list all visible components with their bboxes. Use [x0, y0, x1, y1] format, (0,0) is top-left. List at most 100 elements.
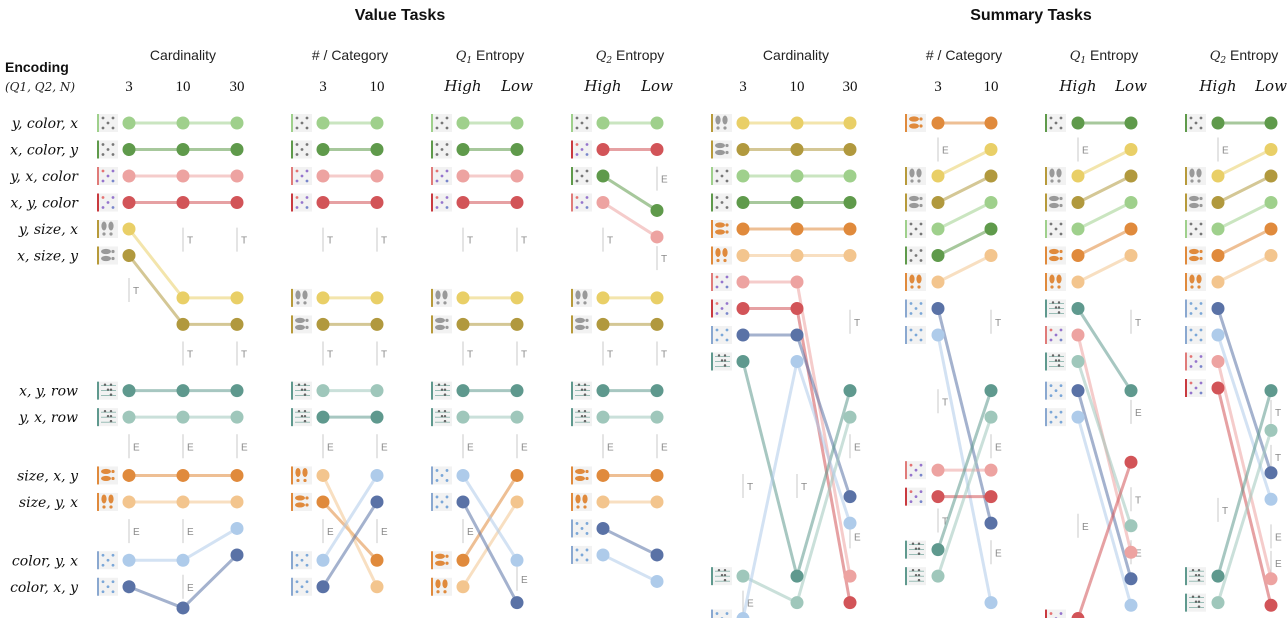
encoding-thumbnail [1185, 593, 1206, 612]
data-point [1264, 466, 1278, 480]
data-point [984, 384, 998, 398]
encoding-thumbnail [711, 220, 732, 238]
significance-label: T [661, 350, 667, 361]
data-point [843, 410, 857, 424]
data-point [931, 569, 945, 583]
series-line [936, 390, 993, 551]
encoding-thumbnail [905, 114, 926, 132]
significance-label: E [521, 442, 528, 453]
data-point [316, 580, 330, 594]
significance-label: T [607, 350, 613, 361]
data-point [843, 222, 857, 236]
encoding-row-label: color, x, y [10, 580, 79, 596]
encoding-thumbnail [431, 492, 452, 511]
data-point [931, 249, 945, 262]
panel-5: Cardinality 3 10 30 T T T E E E [711, 47, 861, 618]
series-line [1077, 201, 1132, 231]
data-point [1211, 355, 1225, 368]
data-point [370, 410, 384, 424]
data-point [736, 328, 750, 342]
column-label: High [1198, 77, 1236, 95]
encoding-thumbnail [905, 540, 926, 559]
data-point [1124, 384, 1138, 398]
data-point [230, 410, 244, 424]
significance-label: E [854, 532, 861, 543]
encoding-row-label: y, x, row [18, 410, 78, 426]
data-point [456, 143, 470, 156]
data-point [650, 468, 664, 482]
significance-label: T [607, 236, 613, 247]
encoding-thumbnail [905, 220, 926, 238]
significance-label: E [607, 442, 614, 453]
encoding-thumbnail [97, 140, 118, 159]
significance-label: T [133, 286, 139, 297]
encoding-thumbnail [1185, 273, 1206, 291]
data-point [176, 601, 190, 615]
data-point [984, 463, 998, 477]
data-point [596, 410, 610, 424]
encoding-thumbnail [431, 577, 452, 596]
series-line [1076, 390, 1133, 580]
significance-label: E [747, 599, 754, 610]
column-label: 30 [843, 79, 858, 95]
data-point [790, 355, 804, 368]
encoding-thumbnail [431, 288, 452, 307]
encoding-thumbnail [1045, 352, 1066, 371]
data-point [736, 169, 750, 183]
data-point [122, 384, 136, 398]
encoding-thumbnail [711, 140, 732, 159]
data-point [230, 143, 244, 156]
encoding-thumbnail [431, 114, 452, 132]
data-point [122, 143, 136, 156]
column-label: Low [1114, 77, 1147, 95]
series-line [1077, 227, 1132, 257]
data-point [1264, 423, 1278, 437]
data-point [984, 116, 998, 130]
data-point [370, 468, 384, 482]
encoding-thumbnail [1185, 299, 1206, 318]
significance-label: T [1275, 408, 1281, 419]
significance-label: T [995, 318, 1001, 329]
encoding-thumbnail [291, 577, 312, 596]
data-point [176, 143, 190, 156]
data-point [1124, 196, 1138, 209]
encoding-thumbnail [711, 326, 732, 344]
data-point [370, 317, 384, 331]
panel-4: Q2 Entropy High Low E T T T T E E [571, 47, 673, 588]
data-point [510, 384, 524, 398]
data-point [843, 384, 857, 398]
significance-label: E [133, 527, 140, 538]
data-point [984, 249, 998, 262]
encoding-thumbnail [291, 140, 312, 159]
data-point [122, 468, 136, 482]
column-label: 10 [370, 79, 385, 95]
panel-title: # / Category [312, 47, 388, 63]
data-point [650, 410, 664, 424]
data-point [1071, 612, 1085, 618]
panel-title: Q1 Entropy [456, 47, 525, 66]
significance-label: T [241, 350, 247, 361]
column-label: Low [640, 77, 673, 95]
encoding-thumbnail [431, 408, 452, 427]
significance-label: E [1135, 408, 1142, 419]
data-point [790, 196, 804, 209]
data-point [984, 169, 998, 183]
encoding-thumbnail [571, 492, 592, 511]
data-point [1071, 384, 1085, 398]
data-point [510, 410, 524, 424]
data-point [1124, 222, 1138, 236]
encoding-thumbnail [97, 167, 118, 185]
encoding-thumbnail [1045, 408, 1066, 427]
encoding-thumbnail [1185, 246, 1206, 265]
series-line [1077, 174, 1132, 204]
data-point [1264, 143, 1278, 156]
data-point [1124, 572, 1138, 586]
encoding-thumbnail [97, 492, 118, 511]
data-point [1264, 222, 1278, 236]
encoding-row-label: y, size, x [18, 222, 78, 238]
encoding-thumbnail [571, 519, 592, 538]
significance-label: T [241, 236, 247, 247]
data-point [1071, 116, 1085, 130]
encoding-thumbnail [1045, 167, 1066, 185]
